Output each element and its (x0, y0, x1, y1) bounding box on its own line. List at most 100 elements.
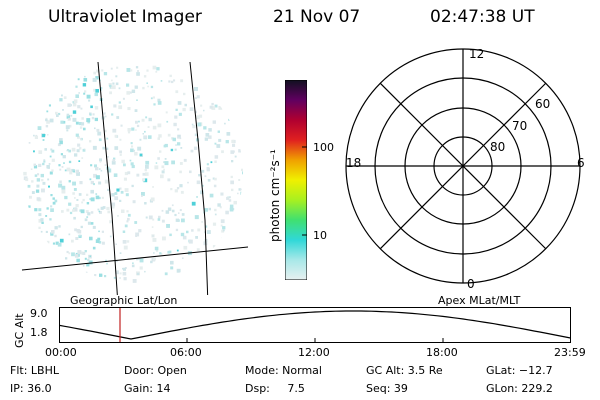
uv-speckle (127, 171, 131, 175)
altitude-ylabel: GC Alt (13, 313, 26, 348)
altitude-ytick-9: 9.0 (30, 307, 48, 320)
uv-speckle (169, 74, 172, 78)
uv-speckle (164, 158, 167, 160)
uv-speckle (71, 252, 75, 257)
uv-speckle (159, 150, 162, 153)
uv-speckle (174, 115, 178, 119)
mlt-label-right: 6 (577, 156, 585, 170)
uv-speckle (92, 145, 97, 150)
glon-info: GLon: 229.2 (486, 382, 553, 395)
uv-speckle (217, 130, 220, 133)
uv-speckle (115, 75, 118, 78)
door-info: Door: Open (124, 364, 187, 377)
uv-speckle (194, 215, 199, 220)
uv-speckle (174, 148, 177, 151)
uv-speckle (151, 226, 154, 228)
uv-speckle (180, 79, 184, 83)
uv-speckle (164, 143, 168, 148)
colorbar (284, 79, 308, 281)
uv-speckle (68, 180, 71, 183)
uv-image-panel (21, 61, 249, 295)
uv-speckle (115, 243, 117, 245)
uv-speckle (144, 270, 146, 273)
geographic-label: Geographic Lat/Lon (70, 294, 178, 307)
uv-speckle (74, 228, 77, 232)
uv-speckle (118, 105, 123, 110)
uv-speckle (119, 138, 122, 141)
uv-speckle (191, 229, 194, 232)
uv-speckle (161, 170, 165, 174)
uv-speckle (51, 149, 55, 153)
uv-speckle (181, 218, 185, 223)
uv-speckle (175, 218, 179, 222)
uv-speckle (100, 87, 103, 90)
uv-speckle (48, 104, 51, 107)
uv-speckle (94, 164, 97, 168)
uv-speckle (98, 196, 101, 200)
uv-speckle (173, 79, 176, 82)
uv-speckle (106, 137, 109, 140)
uv-speckle (112, 82, 115, 85)
uv-speckle (139, 138, 142, 141)
uv-speckle (114, 192, 118, 195)
uv-speckle (238, 188, 241, 191)
uv-speckle (61, 166, 64, 168)
uv-speckle (152, 235, 154, 237)
mlt-label-top: 12 (469, 47, 485, 61)
lat-label-80: 80 (490, 140, 506, 154)
uv-speckle (109, 91, 112, 95)
uv-speckle (101, 196, 104, 199)
uv-speckle (201, 221, 203, 223)
uv-speckle (52, 197, 55, 200)
uv-speckle (184, 103, 187, 107)
uv-speckle (119, 153, 122, 156)
uv-speckle (103, 72, 108, 76)
uv-speckle (79, 126, 83, 129)
uv-speckle (196, 180, 201, 185)
uv-speckle (111, 85, 116, 90)
uv-speckle (46, 240, 50, 244)
uv-speckle (95, 175, 100, 180)
uv-speckle (38, 163, 42, 167)
uv-speckle (161, 219, 165, 223)
uv-speckle (182, 235, 187, 240)
uv-speckle (139, 153, 143, 157)
uv-speckle (226, 196, 230, 200)
uv-speckle (158, 215, 161, 219)
uv-speckle (123, 177, 127, 181)
uv-speckle (66, 115, 71, 119)
uv-speckle (101, 230, 104, 233)
uv-speckle (49, 218, 52, 221)
uv-speckle (150, 97, 153, 100)
uv-speckle (105, 147, 109, 150)
uv-speckle (78, 193, 82, 196)
uv-speckle (98, 241, 102, 244)
uv-speckle (167, 133, 171, 137)
uv-speckle (61, 189, 66, 194)
uv-speckle (104, 179, 109, 184)
uv-speckle (50, 194, 53, 197)
uv-speckle (37, 126, 42, 130)
uv-speckle (119, 277, 121, 279)
uv-speckle (214, 208, 217, 212)
uv-speckle (171, 80, 174, 84)
uv-speckle (141, 118, 145, 122)
uv-speckle (86, 94, 91, 99)
uv-speckle (156, 67, 160, 71)
uv-speckle (81, 201, 84, 204)
uv-speckle (116, 66, 119, 69)
uv-speckle (231, 139, 235, 143)
uv-speckle (73, 99, 78, 103)
uv-speckle (111, 79, 113, 82)
uv-speckle (107, 168, 112, 173)
uv-speckle (171, 204, 174, 207)
uv-speckle (107, 210, 110, 214)
uv-speckle (217, 203, 221, 207)
uv-speckle (126, 210, 129, 213)
apex-label: Apex MLat/MLT (438, 294, 521, 307)
uv-speckle (152, 125, 157, 130)
uv-speckle (40, 230, 43, 233)
uv-speckle (203, 109, 205, 112)
uv-speckle (90, 197, 95, 202)
uv-speckle (153, 252, 155, 254)
